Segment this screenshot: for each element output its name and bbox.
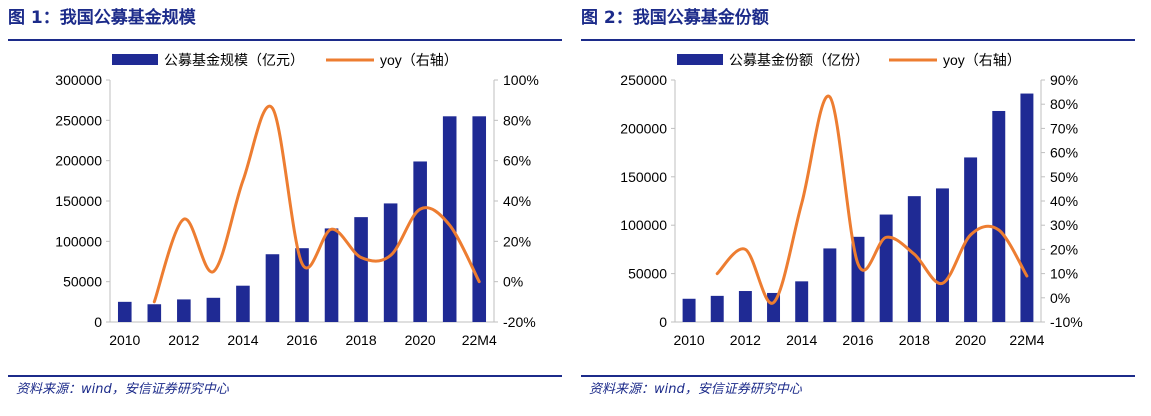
bar bbox=[442, 116, 457, 322]
bar bbox=[935, 188, 949, 322]
bar bbox=[147, 304, 162, 322]
bar bbox=[354, 217, 368, 322]
x-tick-label: 2020 bbox=[405, 332, 436, 348]
legend-bar-label: 公募基金份额（亿份） bbox=[729, 52, 869, 68]
bar bbox=[177, 299, 191, 322]
x-tick-label: 2018 bbox=[899, 332, 930, 348]
y-right-tick-label: -10% bbox=[1050, 314, 1083, 330]
x-tick-label: 2016 bbox=[842, 332, 873, 348]
x-tick-label: 2018 bbox=[345, 332, 376, 348]
y-right-tick-label: 10% bbox=[1050, 266, 1078, 282]
y-right-tick-label: -20% bbox=[503, 314, 536, 330]
y-right-tick-label: 40% bbox=[503, 193, 531, 209]
yoy-line bbox=[715, 94, 1029, 305]
x-tick-label: 2020 bbox=[955, 332, 986, 348]
source-note: 资料来源：wind，安信证券研究中心 bbox=[16, 382, 229, 397]
yoy-line bbox=[152, 104, 481, 304]
x-tick-label: 22M4 bbox=[462, 332, 497, 348]
y-right-tick-label: 20% bbox=[1050, 241, 1078, 257]
bar bbox=[324, 228, 339, 322]
y-left-tick-label: 250000 bbox=[55, 112, 102, 128]
y-left-tick-label: 200000 bbox=[55, 153, 102, 169]
bar bbox=[738, 291, 752, 322]
y-right-tick-label: 0% bbox=[1050, 290, 1070, 306]
title-rule bbox=[581, 39, 1135, 41]
y-right-tick-label: 60% bbox=[1050, 145, 1078, 161]
bar bbox=[206, 297, 221, 322]
bar bbox=[907, 196, 921, 322]
figure-title: 图 2：我国公募基金份额 bbox=[581, 8, 769, 28]
x-tick-label: 2014 bbox=[786, 332, 817, 348]
x-tick-label: 2012 bbox=[168, 332, 199, 348]
x-tick-label: 2014 bbox=[227, 332, 258, 348]
x-tick-label: 2012 bbox=[730, 332, 761, 348]
y-left-tick-label: 300000 bbox=[55, 72, 102, 88]
bar bbox=[992, 110, 1006, 322]
y-left-tick-label: 50000 bbox=[63, 274, 102, 290]
bar bbox=[682, 298, 696, 322]
y-right-tick-label: 90% bbox=[1050, 72, 1078, 88]
legend-bar-label: 公募基金规模（亿元） bbox=[164, 52, 304, 68]
bar bbox=[879, 214, 893, 322]
legend-bar-swatch bbox=[112, 54, 158, 65]
y-right-tick-label: 80% bbox=[1050, 96, 1078, 112]
bar bbox=[710, 295, 724, 322]
y-right-tick-label: 40% bbox=[1050, 193, 1078, 209]
y-left-tick-label: 200000 bbox=[620, 120, 667, 136]
title-rule bbox=[8, 39, 562, 41]
y-left-tick-label: 0 bbox=[659, 314, 667, 330]
y-left-tick-label: 150000 bbox=[55, 193, 102, 209]
bar bbox=[413, 161, 427, 322]
figure-title: 图 1：我国公募基金规模 bbox=[8, 8, 196, 28]
y-left-tick-label: 100000 bbox=[620, 217, 667, 233]
y-left-tick-label: 50000 bbox=[628, 266, 667, 282]
bar bbox=[383, 203, 398, 322]
y-right-tick-label: 80% bbox=[503, 112, 531, 128]
source-note: 资料来源：wind，安信证券研究中心 bbox=[589, 382, 802, 397]
bar bbox=[236, 285, 250, 322]
x-tick-label: 22M4 bbox=[1009, 332, 1044, 348]
bar bbox=[472, 116, 487, 322]
y-right-tick-label: 70% bbox=[1050, 120, 1078, 136]
bar bbox=[964, 157, 978, 322]
chart-figure-1: 0 50000 100000 150000 200000 250000 300000 -20%… bbox=[55, 52, 539, 348]
bar bbox=[117, 301, 132, 322]
y-left-tick-label: 100000 bbox=[55, 233, 102, 249]
bar bbox=[265, 254, 280, 322]
source-rule bbox=[8, 375, 562, 377]
legend-bar-swatch bbox=[677, 54, 723, 65]
legend-line-label: yoy（右轴） bbox=[943, 52, 1021, 68]
bar bbox=[795, 281, 809, 322]
y-right-tick-label: 60% bbox=[503, 153, 531, 169]
y-left-tick-label: 250000 bbox=[620, 72, 667, 88]
y-left-tick-label: 0 bbox=[94, 314, 102, 330]
chart-panel-right: 图 2：我国公募基金份额 0 50000 100000 150000 200000 250… bbox=[581, 0, 1151, 416]
y-right-tick-label: 100% bbox=[503, 72, 539, 88]
source-rule bbox=[581, 375, 1135, 377]
y-left-tick-label: 150000 bbox=[620, 169, 667, 185]
x-tick-label: 2016 bbox=[286, 332, 317, 348]
y-right-tick-label: 50% bbox=[1050, 169, 1078, 185]
chart-panel-left: 图 1：我国公募基金规模 0 50000 100000 150000 200000 250… bbox=[8, 0, 578, 416]
chart-figure-2: 0 50000 100000 150000 200000 250000 -10% 0% 10% 2… bbox=[620, 52, 1083, 348]
legend-line-label: yoy（右轴） bbox=[380, 52, 458, 68]
x-tick-label: 2010 bbox=[109, 332, 140, 348]
bar bbox=[823, 248, 837, 322]
y-right-tick-label: 20% bbox=[503, 233, 531, 249]
y-right-tick-label: 0% bbox=[503, 274, 523, 290]
y-right-tick-label: 30% bbox=[1050, 217, 1078, 233]
x-tick-label: 2010 bbox=[673, 332, 704, 348]
bar bbox=[1020, 93, 1034, 322]
